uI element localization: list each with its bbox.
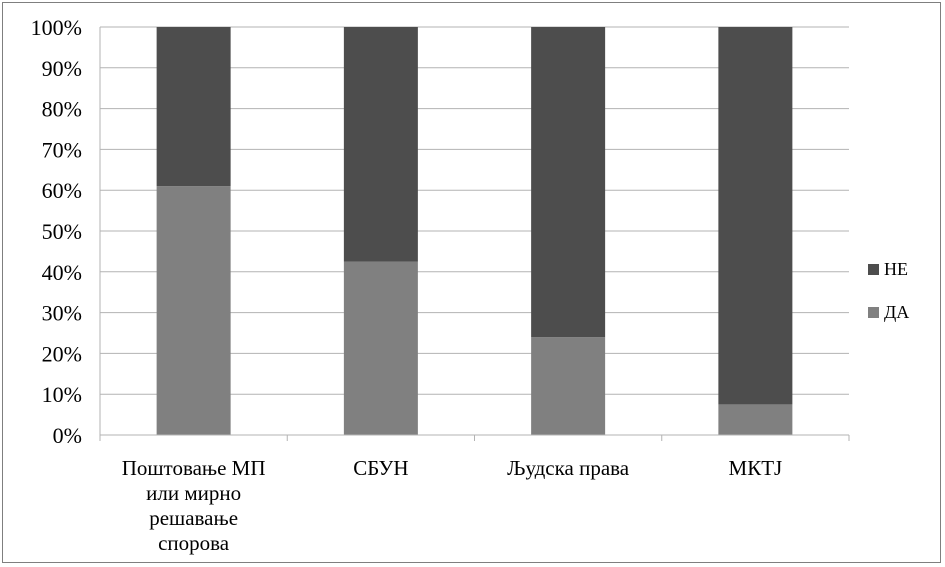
- y-tick-label: 40%: [42, 260, 82, 285]
- category-label-line: Људска права: [507, 456, 630, 480]
- category-label-line: решавање: [149, 506, 238, 530]
- y-tick-label: 80%: [42, 97, 82, 122]
- legend-swatch: [868, 264, 879, 275]
- bar-segment: [531, 337, 606, 435]
- category-label-line: Поштовање МП: [122, 456, 266, 480]
- legend-swatch: [868, 307, 879, 318]
- stacked-percent-bar-chart: 0% 10% 20% 30% 40% 50% 60% 70% 80% 90% 100% Поштов…: [31, 15, 910, 555]
- category-label: Поштовање МП или мирно решавање спорова: [122, 456, 266, 555]
- axes: [99, 27, 850, 441]
- category-label: МКТЈ: [729, 456, 783, 480]
- bar-segment: [718, 404, 793, 435]
- bar-segment: [531, 27, 606, 338]
- category-label-line: СБУН: [353, 456, 408, 480]
- y-tick-label: 90%: [42, 56, 82, 81]
- category-label-line: МКТЈ: [729, 456, 783, 480]
- legend-label: ДА: [884, 302, 909, 322]
- category-labels: Поштовање МП или мирно решавање спорова СБУН…: [122, 456, 782, 555]
- legend: НЕ ДА: [868, 259, 909, 322]
- category-label-line: спорова: [158, 531, 230, 555]
- bar-segment: [343, 27, 418, 262]
- bar-segment: [718, 27, 793, 405]
- bar-segment: [156, 27, 231, 187]
- legend-label: НЕ: [884, 259, 908, 279]
- bar-segment: [343, 261, 418, 435]
- category-label: Људска права: [507, 456, 630, 480]
- y-tick-label: 20%: [42, 341, 82, 366]
- bar-segment: [156, 186, 231, 435]
- y-tick-label: 70%: [42, 137, 82, 162]
- y-tick-label: 100%: [31, 15, 82, 40]
- y-tick-labels: 0% 10% 20% 30% 40% 50% 60% 70% 80% 90% 100%: [31, 15, 82, 448]
- category-label-line: или мирно: [146, 481, 241, 505]
- bars: [156, 27, 793, 435]
- y-tick-label: 30%: [42, 301, 82, 326]
- category-label: СБУН: [353, 456, 408, 480]
- y-tick-label: 60%: [42, 178, 82, 203]
- y-tick-label: 10%: [42, 382, 82, 407]
- y-tick-label: 0%: [53, 423, 82, 448]
- y-tick-label: 50%: [42, 219, 82, 244]
